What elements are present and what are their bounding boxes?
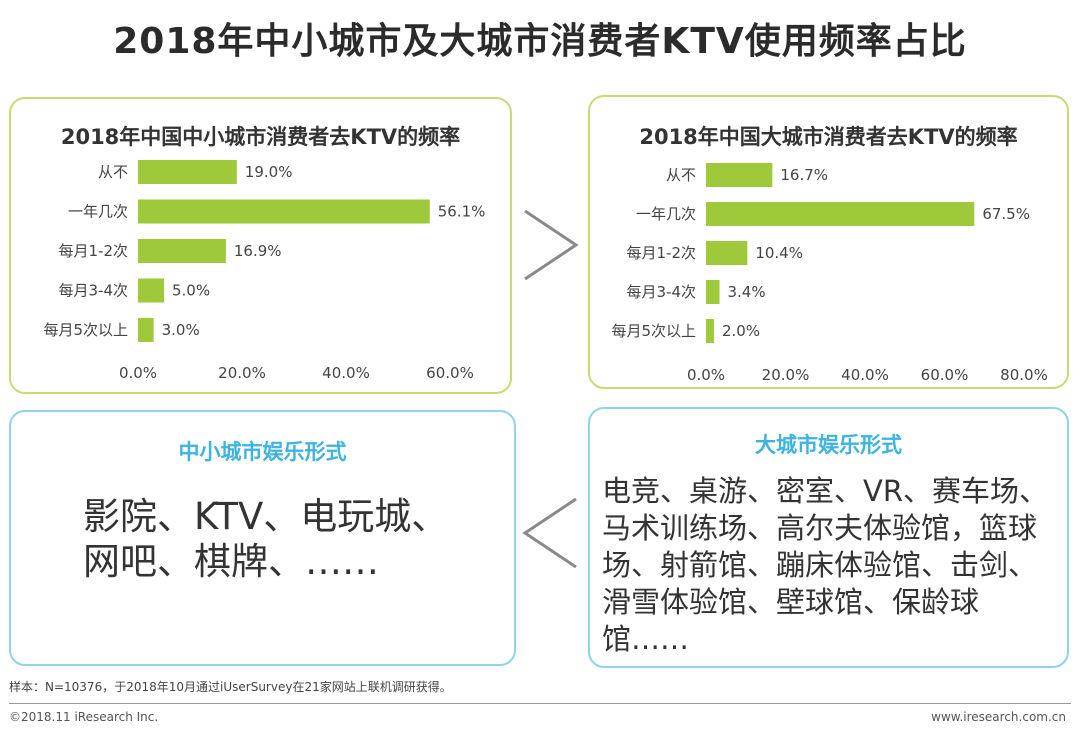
sample-note: 样本：N=10376，于2018年10月通过iUserSurvey在21家网站上…: [9, 680, 452, 694]
bar: [138, 318, 154, 342]
category-label: 一年几次: [68, 203, 128, 221]
entertainment-line: 马术训练场、高尔夫体验馆，篮球: [602, 511, 1038, 545]
large-city-chart-panel: 2018年中国大城市消费者去KTV的频率 从不 16.7% 一年几次 67.5% 每月1…: [588, 95, 1069, 389]
entertainment-line: 馆……: [602, 622, 690, 656]
value-label: 3.0%: [162, 321, 200, 339]
large-city-bar-chart: 从不 16.7% 一年几次 67.5% 每月1-2次 10.4% 每月3-4次 3.4% 每月5…: [611, 163, 1048, 384]
copyright: ©2018.11 iResearch Inc.: [9, 710, 159, 724]
value-label: 67.5%: [982, 205, 1030, 223]
x-tick-label: 0.0%: [119, 364, 157, 382]
value-label: 19.0%: [245, 163, 293, 181]
x-tick-label: 0.0%: [687, 366, 725, 384]
large-city-entertainment-title: 大城市娱乐形式: [755, 433, 902, 457]
page-title: 2018年中小城市及大城市消费者KTV使用频率占比: [113, 21, 967, 62]
x-tick-label: 60.0%: [921, 366, 969, 384]
bar: [706, 319, 714, 343]
less-than-arrow: [522, 496, 580, 574]
value-label: 5.0%: [172, 282, 210, 300]
value-label: 10.4%: [755, 244, 803, 262]
bar: [138, 160, 237, 184]
bar: [706, 163, 773, 187]
entertainment-line: 影院、KTV、电玩城、: [83, 495, 449, 538]
category-label: 一年几次: [636, 205, 696, 223]
bar: [706, 241, 748, 265]
value-label: 16.7%: [780, 166, 828, 184]
category-label: 每月5次以上: [43, 321, 128, 339]
bar: [706, 202, 975, 226]
greater-than-arrow: [522, 208, 580, 286]
category-label: 每月3-4次: [627, 283, 697, 301]
category-label: 每月5次以上: [611, 322, 696, 340]
category-label: 每月1-2次: [627, 244, 697, 262]
entertainment-line: 滑雪体验馆、壁球馆、保龄球: [602, 585, 980, 619]
x-tick-label: 20.0%: [218, 364, 266, 382]
bar: [138, 278, 164, 303]
bar: [706, 280, 720, 304]
category-label: 从不: [98, 163, 128, 181]
entertainment-line: 网吧、棋牌、……: [83, 540, 379, 583]
entertainment-line: 场、射箭馆、蹦床体验馆、击剑、: [602, 548, 1038, 582]
footer-divider: [9, 703, 1071, 704]
value-label: 56.1%: [438, 203, 486, 221]
category-label: 从不: [666, 166, 696, 184]
website-link[interactable]: www.iresearch.com.cn: [931, 710, 1066, 724]
small-city-chart-title: 2018年中国中小城市消费者去KTV的频率: [60, 125, 461, 149]
large-city-chart-title: 2018年中国大城市消费者去KTV的频率: [639, 125, 1018, 149]
bar: [138, 199, 430, 224]
value-label: 16.9%: [234, 242, 282, 260]
x-tick-label: 80.0%: [1000, 366, 1048, 384]
value-label: 3.4%: [728, 283, 766, 301]
category-label: 每月1-2次: [59, 242, 129, 260]
small-city-bar-chart: 从不 19.0% 一年几次 56.1% 每月1-2次 16.9% 每月3-4次 5.0% 每月5…: [43, 160, 486, 382]
large-city-entertainment-list: 电竞、桌游、密室、VR、赛车场、 马术训练场、高尔夫体验馆，篮球 场、射箭馆、蹦…: [602, 473, 1062, 658]
small-city-chart-panel: 2018年中国中小城市消费者去KTV的频率 从不 19.0% 一年几次 56.1% 每月…: [9, 97, 512, 394]
x-tick-label: 20.0%: [762, 366, 810, 384]
entertainment-line: 电竞、桌游、密室、VR、赛车场、: [602, 474, 1048, 508]
x-tick-label: 60.0%: [426, 364, 474, 382]
bar: [138, 239, 226, 263]
small-city-entertainment-title: 中小城市娱乐形式: [178, 440, 347, 464]
category-label: 每月3-4次: [59, 282, 129, 300]
x-tick-label: 40.0%: [841, 366, 889, 384]
small-city-entertainment-panel: 中小城市娱乐形式 影院、KTV、电玩城、 网吧、棋牌、……: [9, 410, 516, 666]
small-city-entertainment-list: 影院、KTV、电玩城、 网吧、棋牌、……: [83, 494, 483, 584]
large-city-entertainment-panel: 大城市娱乐形式 电竞、桌游、密室、VR、赛车场、 马术训练场、高尔夫体验馆，篮球…: [588, 407, 1069, 668]
x-tick-label: 40.0%: [322, 364, 370, 382]
value-label: 2.0%: [722, 322, 760, 340]
